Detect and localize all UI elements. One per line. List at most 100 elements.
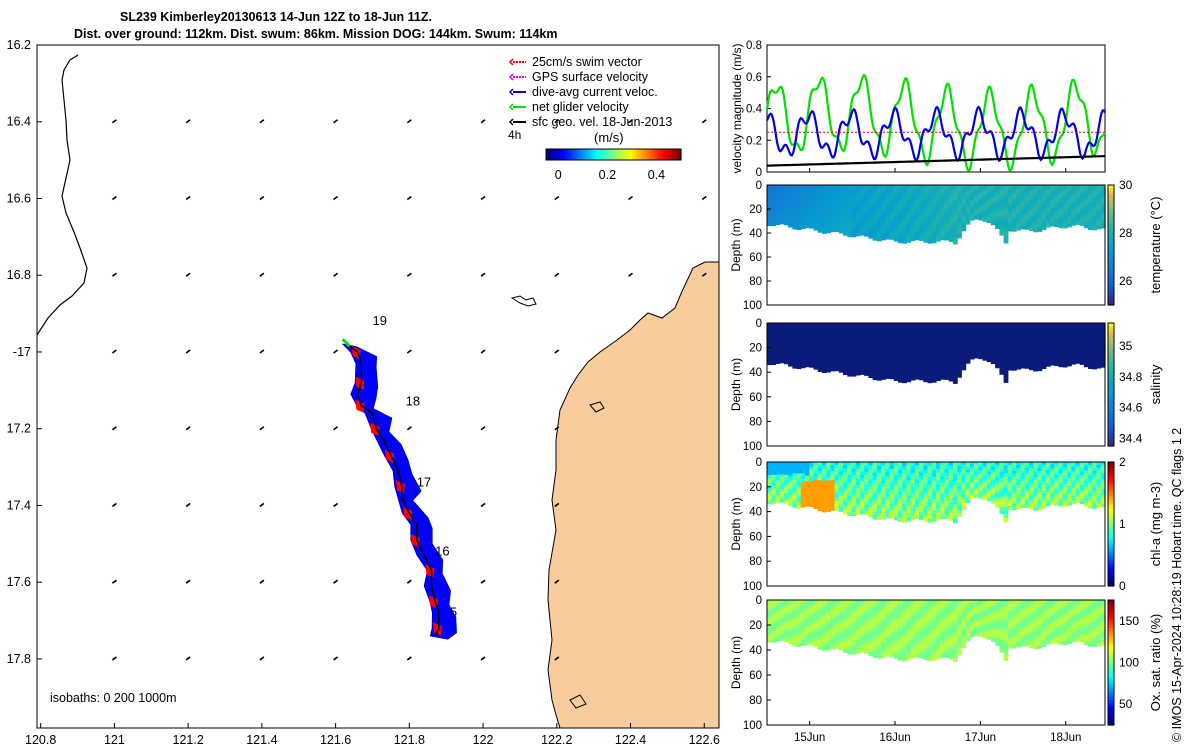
heatmap-cell (914, 229, 920, 234)
heatmap-cell (1083, 187, 1089, 191)
heatmap-cell (1100, 222, 1106, 226)
heatmap-cell (1050, 338, 1055, 342)
heatmap-cell (957, 644, 962, 649)
heatmap-cell (775, 477, 781, 481)
heatmap-cell (796, 505, 802, 509)
heatmap-cell (855, 491, 861, 496)
heatmap-cell (1067, 211, 1072, 215)
heatmap-cell (779, 347, 785, 351)
heatmap-cell (902, 326, 907, 331)
heatmap-cell (1096, 498, 1102, 503)
heatmap-cell (1088, 323, 1093, 327)
heatmap-cell (872, 501, 878, 506)
heatmap-cell (872, 469, 878, 474)
heatmap-cell (940, 191, 945, 196)
heatmap-cell (898, 652, 903, 657)
heatmap-cell (1024, 185, 1030, 189)
heatmap-cell (872, 639, 878, 644)
heatmap-cell (775, 350, 781, 354)
heatmap-cell (864, 494, 869, 499)
heatmap-cell (936, 632, 941, 637)
colorbar-cell (570, 149, 574, 160)
heatmap-cell (889, 621, 895, 626)
heatmap-cell (817, 344, 823, 348)
heatmap-cell (809, 325, 815, 330)
heatmap-cell (788, 339, 793, 343)
heatmap-cell (1100, 342, 1106, 346)
heatmap-cell (906, 345, 912, 350)
heatmap-cell (931, 341, 937, 346)
heatmap-cell (779, 467, 785, 471)
heatmap-cell (792, 353, 798, 358)
heatmap-cell (969, 480, 975, 483)
heatmap-cell (813, 602, 819, 607)
heatmap-cell (872, 351, 878, 356)
heatmap-cell (1100, 211, 1106, 216)
colorbar-cell (546, 149, 549, 160)
heatmap-cell (957, 373, 962, 378)
heatmap-cell (965, 194, 971, 198)
heatmap-cell (986, 349, 992, 353)
heatmap-cell (990, 479, 996, 484)
heatmap-cell (927, 367, 933, 372)
heatmap-cell (931, 648, 937, 654)
heatmap-cell (847, 498, 853, 503)
heatmap-cell (872, 483, 878, 488)
heatmap-cell (1041, 351, 1047, 355)
heatmap-cell (965, 464, 971, 468)
heatmap-cell (805, 500, 810, 504)
heatmap-cell (1062, 195, 1068, 199)
heatmap-cell (1029, 207, 1034, 212)
heatmap-cell (906, 629, 912, 635)
heatmap-cell (965, 472, 971, 476)
heatmap-cell (775, 630, 781, 634)
heatmap-cell (898, 618, 903, 624)
heatmap-cell (788, 464, 793, 468)
heatmap-cell (1062, 486, 1068, 491)
heatmap-cell (843, 491, 848, 495)
heatmap-cell (864, 345, 869, 350)
heatmap-cell (1058, 361, 1064, 365)
colorbar-cell (663, 149, 666, 160)
heatmap-cell (1067, 336, 1072, 340)
heatmap-cell (868, 346, 874, 351)
heatmap-cell (838, 603, 844, 607)
heatmap-cell (792, 334, 798, 338)
heatmap-cell (860, 622, 865, 627)
heatmap-cell (961, 611, 967, 616)
heatmap-cell (1058, 489, 1064, 493)
heatmap-cell (796, 365, 802, 370)
heatmap-cell (978, 213, 984, 216)
heatmap-cell (1041, 470, 1047, 475)
heatmap-cell (1062, 470, 1068, 474)
legend-arrowhead (508, 118, 514, 126)
heatmap-cell (982, 464, 988, 468)
heatmap-cell (813, 366, 819, 370)
heatmap-cell (864, 639, 869, 644)
heatmap-cell (969, 493, 975, 497)
heatmap-cell (775, 607, 781, 611)
heatmap-cell (931, 603, 937, 609)
heatmap-cell (864, 491, 869, 496)
heatmap-cell (805, 347, 810, 351)
heatmap-cell (800, 492, 806, 497)
heatmap-cell (1100, 492, 1106, 496)
heatmap-cell (813, 221, 819, 225)
heatmap-cell (902, 492, 907, 497)
heatmap-cell (809, 605, 815, 609)
heatmap-cell (1050, 462, 1055, 466)
heatmap-cell (923, 323, 929, 328)
heatmap-cell (910, 358, 916, 363)
colorbar-cell (642, 149, 646, 160)
heatmap-cell (1088, 357, 1093, 361)
heatmap-cell (1054, 494, 1060, 498)
heatmap-cell (767, 501, 772, 505)
heatmap-cell (986, 479, 992, 482)
heatmap-cell (936, 202, 941, 207)
heatmap-cell (855, 223, 861, 227)
heatmap-cell (1050, 362, 1055, 366)
heatmap-cell (1020, 334, 1026, 338)
heatmap-cell (1007, 355, 1013, 359)
heatmap-colorbar-cell (1108, 369, 1114, 373)
heatmap-cell (826, 191, 831, 195)
